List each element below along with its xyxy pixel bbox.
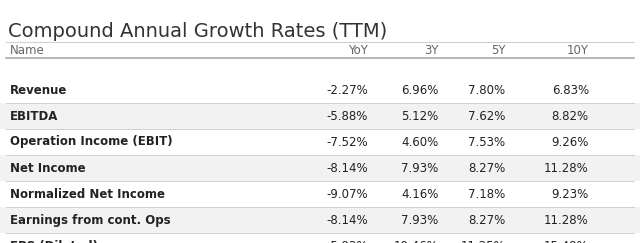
Text: 7.93%: 7.93% (401, 162, 438, 174)
Text: Name: Name (10, 43, 44, 57)
Text: 11.28%: 11.28% (544, 214, 589, 226)
Text: 4.60%: 4.60% (401, 136, 438, 148)
Text: 6.83%: 6.83% (552, 84, 589, 96)
Text: Revenue: Revenue (10, 84, 67, 96)
Text: Compound Annual Growth Rates (TTM): Compound Annual Growth Rates (TTM) (8, 22, 387, 41)
Text: Normalized Net Income: Normalized Net Income (10, 188, 164, 200)
Text: YoY: YoY (348, 43, 368, 57)
Text: 10.46%: 10.46% (394, 240, 438, 243)
Text: 4.16%: 4.16% (401, 188, 438, 200)
Text: -8.14%: -8.14% (326, 162, 368, 174)
Text: 5.12%: 5.12% (401, 110, 438, 122)
Text: 9.23%: 9.23% (552, 188, 589, 200)
Text: EPS (Diluted): EPS (Diluted) (10, 240, 97, 243)
Text: Net Income: Net Income (10, 162, 85, 174)
Text: 3Y: 3Y (424, 43, 438, 57)
Text: 8.27%: 8.27% (468, 162, 506, 174)
Text: 7.18%: 7.18% (468, 188, 506, 200)
Text: 7.53%: 7.53% (468, 136, 506, 148)
Text: 8.27%: 8.27% (468, 214, 506, 226)
Text: 11.28%: 11.28% (544, 162, 589, 174)
Text: 10Y: 10Y (567, 43, 589, 57)
Text: 7.93%: 7.93% (401, 214, 438, 226)
Text: -8.14%: -8.14% (326, 214, 368, 226)
Text: Operation Income (EBIT): Operation Income (EBIT) (10, 136, 172, 148)
Text: Earnings from cont. Ops: Earnings from cont. Ops (10, 214, 170, 226)
Text: -7.52%: -7.52% (326, 136, 368, 148)
Text: 8.82%: 8.82% (552, 110, 589, 122)
Text: -9.07%: -9.07% (326, 188, 368, 200)
Text: EBITDA: EBITDA (10, 110, 58, 122)
Text: 5Y: 5Y (491, 43, 506, 57)
Text: -5.88%: -5.88% (326, 110, 368, 122)
Text: -5.92%: -5.92% (326, 240, 368, 243)
Text: -2.27%: -2.27% (326, 84, 368, 96)
Text: 7.80%: 7.80% (468, 84, 506, 96)
Text: 9.26%: 9.26% (552, 136, 589, 148)
Text: 11.25%: 11.25% (461, 240, 506, 243)
Text: 6.96%: 6.96% (401, 84, 438, 96)
Text: 7.62%: 7.62% (468, 110, 506, 122)
Text: 15.49%: 15.49% (544, 240, 589, 243)
